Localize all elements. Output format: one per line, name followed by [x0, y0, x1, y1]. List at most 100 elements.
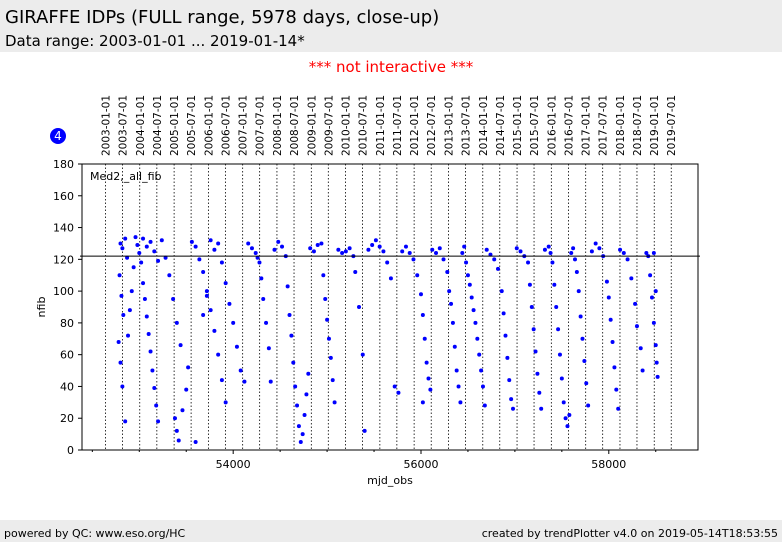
data-point — [407, 250, 412, 255]
data-point — [328, 355, 333, 360]
data-point — [514, 246, 519, 251]
y-tick-label: 0 — [67, 444, 74, 457]
data-point — [495, 266, 500, 271]
data-point — [259, 276, 264, 281]
data-point — [616, 406, 621, 411]
data-point — [646, 254, 651, 259]
data-point — [653, 343, 658, 348]
data-point — [163, 255, 168, 260]
data-point — [606, 295, 611, 300]
data-point — [554, 305, 559, 309]
data-point — [127, 308, 132, 313]
date-marker-label: 2004-07-01 — [152, 95, 164, 156]
date-marker-labels: 2003-01-01 2003-07-01 2004-01-01 2004-07-01… — [100, 95, 678, 156]
date-marker-label: 2017-01-01 — [581, 95, 593, 156]
data-point — [422, 336, 427, 341]
data-point — [120, 384, 125, 389]
date-marker-label: 2007-01-01 — [238, 95, 250, 156]
data-point — [392, 384, 397, 389]
data-point — [633, 301, 638, 306]
data-point — [475, 336, 480, 341]
date-marker-label: 2011-01-01 — [375, 95, 387, 156]
data-point — [499, 289, 504, 294]
data-point — [654, 360, 659, 365]
date-marker-label: 2008-07-01 — [289, 95, 301, 156]
date-marker-label: 2012-01-01 — [409, 95, 421, 156]
data-point — [208, 238, 213, 243]
data-point — [332, 400, 337, 405]
data-point — [430, 247, 435, 252]
data-point — [640, 368, 645, 373]
data-point — [388, 276, 393, 281]
data-point — [462, 244, 467, 249]
data-point — [653, 289, 658, 294]
footer-bar — [0, 520, 782, 542]
data-point — [533, 349, 538, 354]
data-point — [629, 276, 634, 281]
data-point — [526, 260, 531, 265]
data-point — [576, 289, 581, 294]
x-tick-label: 56000 — [403, 458, 438, 471]
data-point — [537, 390, 542, 395]
data-point — [298, 440, 303, 445]
date-marker-label: 2003-07-01 — [117, 95, 129, 156]
date-marker-label: 2015-07-01 — [529, 95, 541, 156]
data-point — [204, 293, 209, 298]
data-point — [542, 247, 547, 252]
data-point — [586, 403, 591, 408]
y-tick-label: 180 — [53, 158, 74, 171]
y-tick-label: 100 — [53, 285, 74, 298]
date-marker-label: 2004-01-01 — [135, 95, 147, 156]
date-marker-label: 2014-01-01 — [478, 95, 490, 156]
data-point — [452, 344, 457, 349]
data-point — [118, 241, 123, 246]
data-point — [484, 247, 489, 252]
data-point — [311, 249, 316, 254]
data-point — [246, 241, 251, 246]
data-point — [280, 244, 285, 249]
data-point — [467, 282, 472, 287]
data-point — [593, 241, 598, 246]
data-point — [450, 320, 455, 325]
data-point — [648, 273, 653, 278]
data-point — [117, 273, 122, 278]
data-point — [584, 381, 589, 386]
data-point — [503, 333, 508, 338]
data-point — [548, 250, 553, 255]
data-point — [186, 365, 191, 370]
data-point — [578, 314, 583, 319]
data-point — [321, 273, 326, 278]
date-marker-label: 2019-01-01 — [649, 95, 661, 156]
data-point — [529, 305, 534, 309]
data-point — [231, 320, 236, 325]
data-point — [197, 257, 202, 262]
data-point — [621, 250, 626, 255]
data-point — [118, 360, 123, 365]
data-point — [608, 317, 613, 322]
data-point — [176, 438, 181, 443]
plot-number-text: 4 — [54, 129, 62, 143]
data-point — [482, 403, 487, 408]
x-tick-label: 54000 — [216, 458, 251, 471]
date-marker-label: 2009-07-01 — [323, 95, 335, 156]
data-point — [242, 379, 247, 384]
data-point — [571, 246, 576, 251]
data-point — [204, 289, 209, 294]
data-point — [330, 378, 335, 383]
data-point — [614, 387, 619, 392]
data-point — [411, 257, 416, 262]
date-marker-label: 2018-01-01 — [615, 95, 627, 156]
data-point — [223, 400, 228, 405]
x-tick-label: 58000 — [591, 458, 626, 471]
data-point — [460, 250, 465, 255]
data-point — [377, 244, 382, 249]
data-point — [539, 406, 544, 411]
data-point — [567, 413, 572, 418]
data-point — [219, 260, 224, 265]
data-point — [618, 247, 623, 252]
data-point — [293, 384, 298, 389]
data-point — [518, 249, 523, 254]
date-marker-label: 2006-01-01 — [203, 95, 215, 156]
data-point — [300, 432, 305, 437]
